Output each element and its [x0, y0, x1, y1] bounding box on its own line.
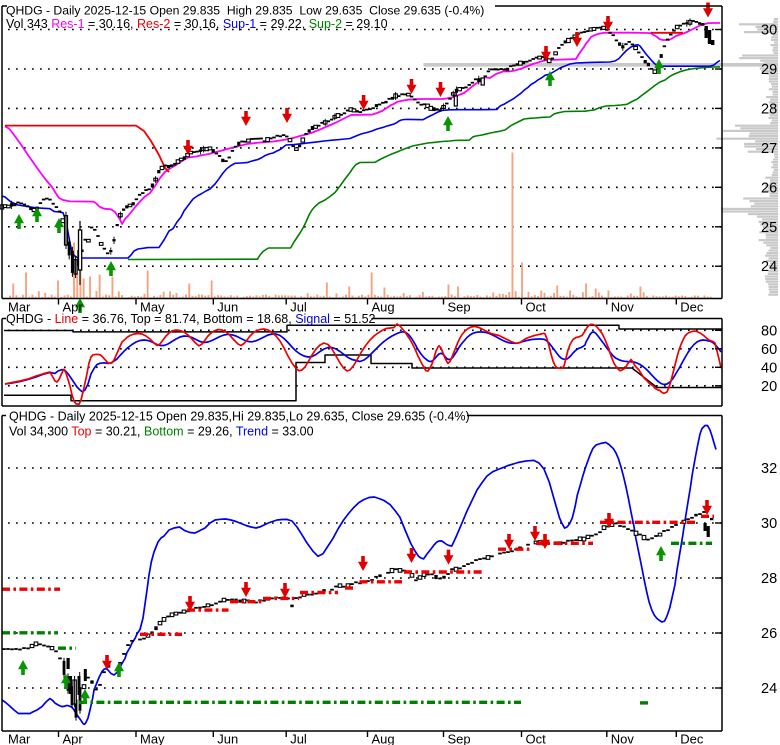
svg-text:Vol 34,300 Top = 30.21, Bottom: Vol 34,300 Top = 30.21, Bottom = 29.26, … [9, 425, 314, 439]
svg-text:24: 24 [761, 681, 777, 697]
svg-text:27: 27 [761, 141, 777, 157]
svg-text:QHDG - Line = 36.76, Top = 81.: QHDG - Line = 36.76, Top = 81.74, Bottom… [6, 312, 376, 326]
svg-text:26: 26 [761, 626, 777, 642]
svg-text:Mar: Mar [8, 732, 31, 745]
svg-text:Jun: Jun [217, 300, 238, 315]
svg-text:Jul: Jul [290, 732, 307, 745]
svg-text:QHDG - Daily 2025-12-15 Open 2: QHDG - Daily 2025-12-15 Open 29.835 High… [6, 4, 484, 18]
svg-text:29: 29 [761, 62, 777, 78]
svg-text:Sep: Sep [448, 732, 471, 745]
svg-text:Aug: Aug [372, 732, 395, 745]
svg-text:Dec: Dec [680, 732, 704, 745]
svg-text:28: 28 [761, 571, 777, 587]
svg-text:Jul: Jul [290, 300, 307, 315]
svg-text:26: 26 [761, 180, 777, 196]
svg-text:Aug: Aug [372, 300, 395, 315]
svg-text:QHDG - Daily 2025-12-15 Open 2: QHDG - Daily 2025-12-15 Open 29.835,Hi 2… [9, 410, 470, 424]
svg-text:May: May [140, 300, 165, 315]
svg-text:Dec: Dec [680, 300, 704, 315]
svg-text:Oct: Oct [526, 300, 547, 315]
svg-text:Nov: Nov [611, 732, 635, 745]
svg-text:24: 24 [761, 259, 777, 275]
svg-text:32: 32 [761, 461, 777, 477]
svg-text:Jun: Jun [217, 732, 238, 745]
svg-text:25: 25 [761, 220, 777, 236]
svg-text:Mar: Mar [8, 300, 31, 315]
svg-text:30: 30 [761, 516, 777, 532]
svg-text:60: 60 [761, 342, 777, 358]
svg-text:Oct: Oct [526, 732, 547, 745]
svg-text:40: 40 [761, 360, 777, 376]
svg-text:Apr: Apr [63, 732, 84, 745]
svg-text:Sep: Sep [448, 300, 471, 315]
svg-text:Nov: Nov [611, 300, 635, 315]
svg-text:Apr: Apr [63, 300, 84, 315]
svg-text:28: 28 [761, 101, 777, 117]
svg-text:Vol 343 Res-1 = 30.16, Res-2 =: Vol 343 Res-1 = 30.16, Res-2 = 30.16, Su… [6, 17, 388, 31]
svg-text:May: May [140, 732, 165, 745]
svg-text:80: 80 [761, 323, 777, 339]
svg-text:30: 30 [761, 23, 777, 39]
svg-text:20: 20 [761, 379, 777, 395]
